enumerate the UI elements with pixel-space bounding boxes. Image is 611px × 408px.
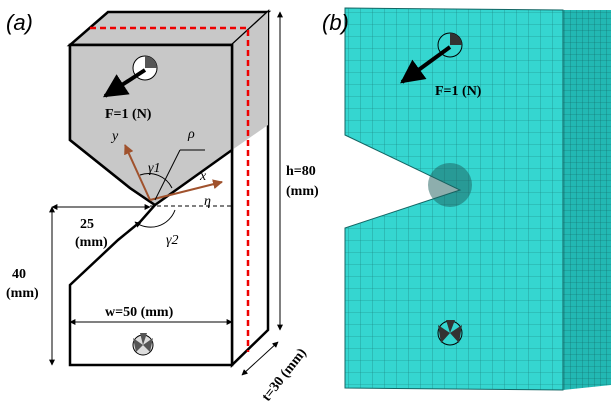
gamma1-arc [139,173,173,189]
height-label: h=80 [286,164,316,179]
gamma2-arc [134,209,176,228]
gamma2-label: γ2 [166,233,179,248]
lower-height: 40 [12,267,26,282]
rho-leader [154,149,181,201]
load-icon-wedge [450,33,462,45]
side-face-gray [232,12,268,150]
mesh-side [563,10,611,390]
y-label: y [110,129,119,144]
red-dashed-line [90,26,250,352]
force-label: F=1 (N) [435,84,482,99]
thickness-label: t=30 (mm) [259,345,310,404]
refined-mesh [428,163,472,207]
notch-depth-unit: (mm) [75,235,108,250]
force-label: F=1 (N) [105,107,152,122]
panel-b: F=1 (N) (b) [322,7,611,391]
support-icon-wedges [133,333,153,352]
force-arrow [102,68,147,98]
support-icon-wedges [438,320,462,343]
rho-label: ρ [187,127,195,142]
panel-label: (b) [322,10,349,35]
force-arrow [400,45,452,84]
thickness-dimension [241,341,279,376]
panel-a: F=1 (N) y x ρ γ1 γ2 η 25 (mm) 40 (mm) w=… [6,9,319,404]
load-icon-wedge [145,56,157,68]
panel-label: (a) [6,10,33,35]
height-unit: (mm) [286,184,319,199]
lower-height-unit: (mm) [6,286,39,301]
eta-label: η [204,194,211,209]
gamma1-label: γ1 [148,161,161,176]
x-axis [149,179,223,201]
notch-depth: 25 [80,217,94,232]
width-label: w=50 (mm) [105,305,174,320]
y-axis [124,144,151,201]
x-label: x [199,169,207,184]
